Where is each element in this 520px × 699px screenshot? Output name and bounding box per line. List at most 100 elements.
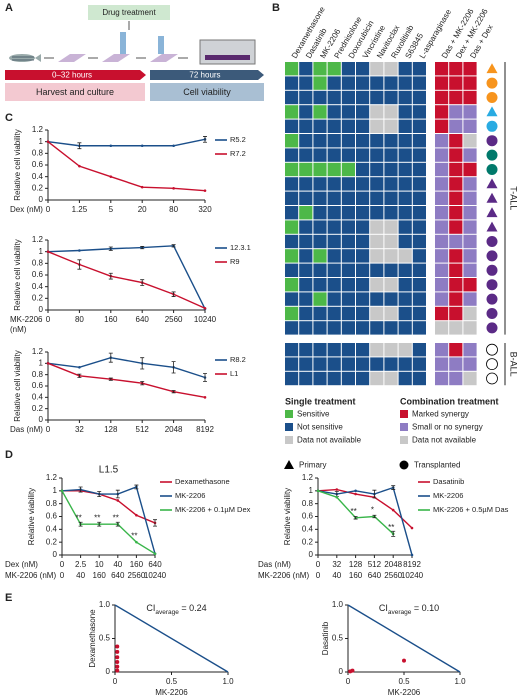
fish — [9, 54, 35, 62]
heat-cell — [398, 206, 412, 220]
combo-cell — [463, 105, 477, 119]
heat-cell — [398, 76, 412, 90]
combo-cell — [449, 278, 463, 292]
x-axis-label: MK-2206 — [155, 688, 188, 697]
data-point — [354, 489, 357, 493]
sample-marker — [486, 63, 498, 74]
heat-cell — [412, 220, 426, 234]
combo-cell — [449, 249, 463, 263]
combo-cell — [449, 177, 463, 191]
heat-cell — [412, 292, 426, 306]
heat-cell — [341, 278, 355, 292]
error-bar — [97, 521, 102, 527]
heat-cell — [313, 263, 327, 277]
data-point — [140, 185, 144, 189]
heat-cell — [341, 62, 355, 76]
data-point — [46, 362, 50, 365]
heat-cell — [285, 105, 299, 119]
y-tick-label: 0.6 — [32, 270, 44, 279]
heat-cell — [327, 191, 341, 205]
combo-cell — [463, 162, 477, 177]
x-axis-label: MK-2206 — [10, 315, 43, 324]
error-bar — [108, 377, 113, 381]
sample-marker — [486, 293, 498, 305]
heat-cell — [285, 234, 299, 249]
x-axis-label: Das (nM) — [258, 560, 291, 569]
annotation: ** — [388, 523, 394, 532]
x-tick-label: 80 — [75, 315, 84, 324]
combo-cell — [435, 306, 449, 321]
heat-cell — [285, 148, 299, 162]
heat-cell — [341, 357, 355, 371]
x-tick-label: 640 — [136, 315, 150, 324]
combo-cell — [449, 343, 463, 357]
series-line — [47, 251, 206, 309]
data-point — [172, 187, 175, 190]
heat-cell — [313, 278, 327, 292]
combo-cell — [449, 321, 463, 335]
heat-cell — [341, 371, 355, 386]
combo-cell — [435, 134, 449, 148]
heat-cell — [356, 90, 370, 105]
y-tick-label: 0.8 — [32, 258, 44, 267]
y-tick-label: 0 — [309, 550, 314, 559]
sample-marker — [486, 358, 498, 371]
step-box — [5, 83, 145, 101]
x-tick-label: 2560 — [165, 315, 183, 324]
y-axis-label: Relative cell viability — [13, 239, 22, 311]
sample-marker — [486, 207, 498, 218]
heat-cell — [327, 90, 341, 105]
legend-label: Small or no synergy — [412, 423, 483, 432]
heat-cell — [327, 148, 341, 162]
heat-cell — [356, 105, 370, 119]
sample-marker — [486, 250, 498, 262]
error-bar — [171, 291, 176, 297]
heat-cell — [327, 321, 341, 335]
x-tick-label: 2.5 — [75, 560, 87, 569]
y-tick-label: 1.2 — [302, 473, 314, 482]
heat-cell — [384, 206, 398, 220]
heat-cell — [384, 321, 398, 335]
heat-cell — [356, 371, 370, 386]
heat-cell — [327, 134, 341, 148]
heat-cell — [356, 263, 370, 277]
error-bar — [140, 381, 145, 386]
x-tick-label: 80 — [169, 205, 178, 214]
combo-cell — [463, 177, 477, 191]
combo-cell — [449, 62, 463, 76]
sample-marker — [486, 192, 498, 203]
heat-cell — [327, 162, 341, 177]
heat-cell — [327, 278, 341, 292]
heat-cell — [384, 105, 398, 119]
heat-cell — [356, 62, 370, 76]
combo-cell — [435, 206, 449, 220]
heat-cell — [313, 306, 327, 321]
error-bar — [391, 485, 396, 490]
error-bar — [108, 246, 113, 251]
heat-cell — [398, 321, 412, 335]
heat-cell — [398, 162, 412, 177]
legend-swatch — [285, 436, 293, 444]
x-tick-label: 0.5 — [166, 677, 178, 686]
data-point — [172, 144, 175, 148]
error-bar — [108, 272, 113, 280]
legend-label: R8.2 — [230, 355, 246, 364]
combo-cell — [463, 234, 477, 249]
y-axis-label: Relative cell viability — [13, 129, 22, 201]
legend-label: MK-2206 + 0.1µM Dex — [175, 505, 251, 514]
error-bar — [171, 244, 176, 248]
heat-cell — [313, 321, 327, 335]
heat-cell — [412, 249, 426, 263]
y-tick-label: 0 — [106, 667, 111, 676]
combo-cell — [435, 278, 449, 292]
heat-cell — [313, 343, 327, 357]
combo-cell — [435, 191, 449, 205]
data-point — [60, 489, 64, 493]
x-tick-label: 640 — [111, 571, 125, 580]
x-tick-label: 0 — [46, 425, 51, 434]
heat-cell — [299, 90, 313, 105]
heat-cell — [313, 357, 327, 371]
sample-marker — [486, 135, 498, 147]
sample-marker — [486, 120, 498, 132]
series-line — [47, 362, 206, 399]
